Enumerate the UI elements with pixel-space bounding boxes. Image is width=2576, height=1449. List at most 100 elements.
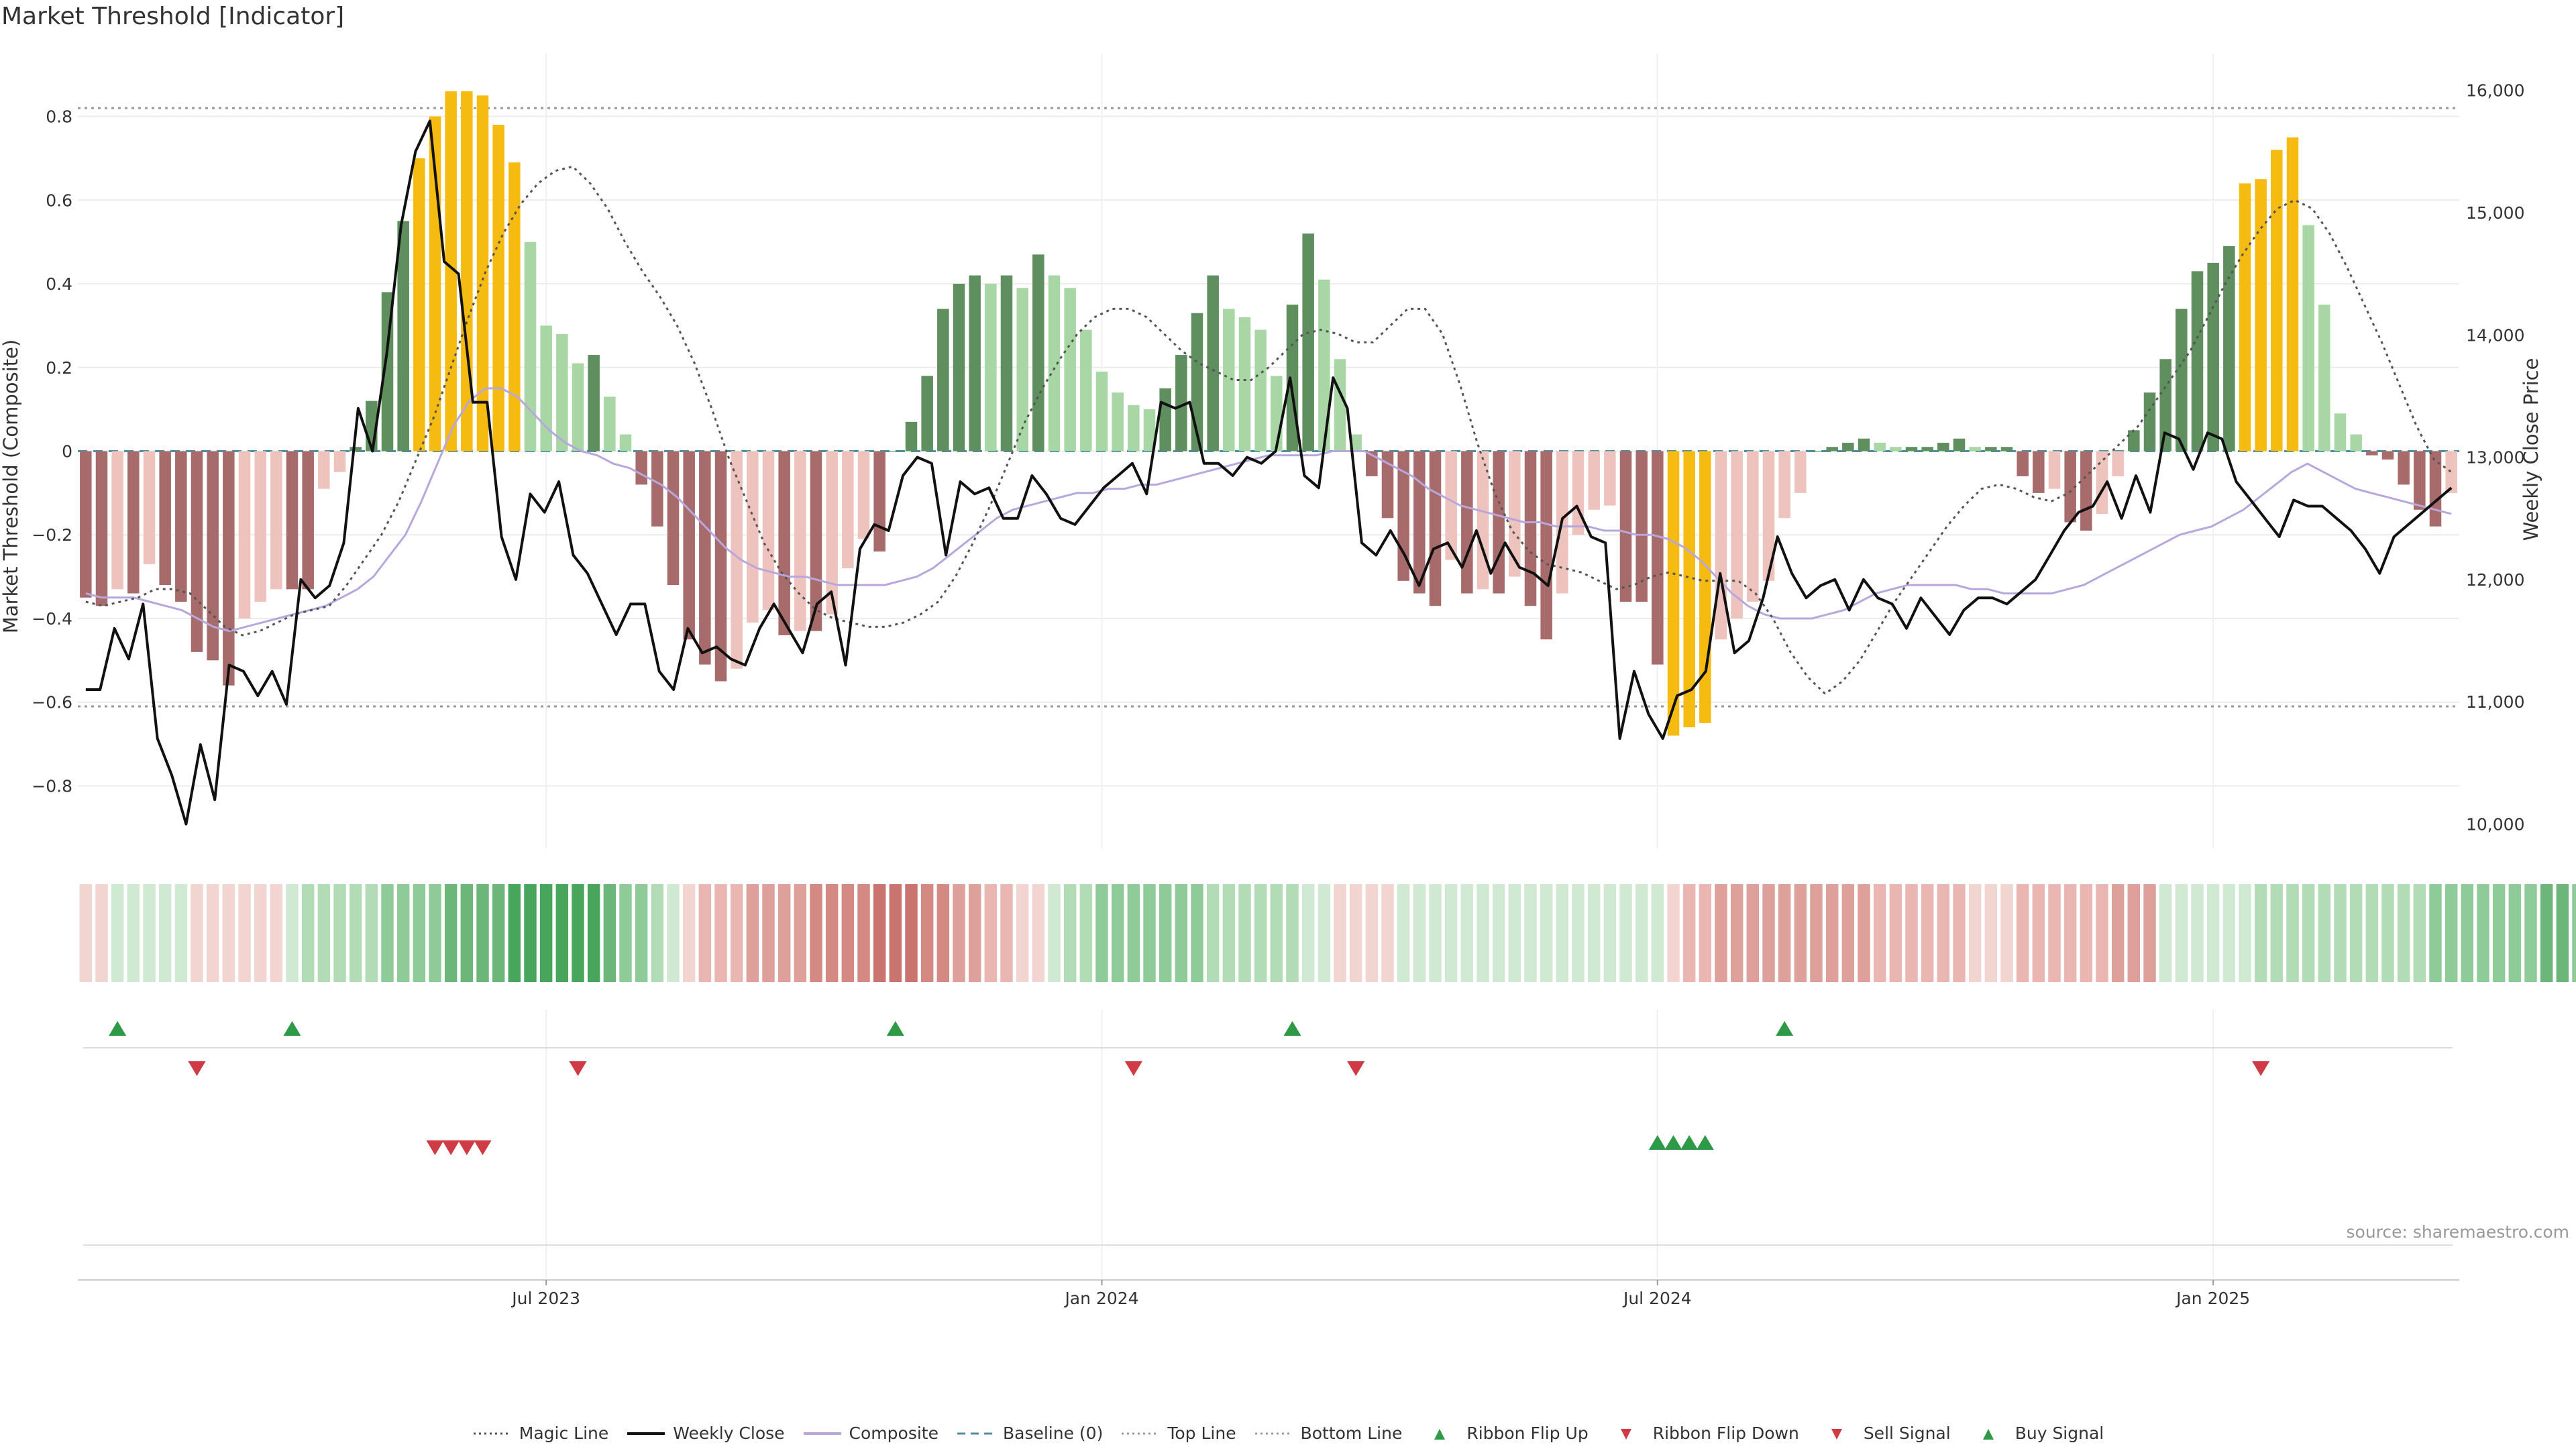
threshold-bar (1874, 443, 1886, 451)
threshold-bar (2223, 246, 2235, 451)
ribbon-cell (2096, 884, 2108, 982)
legend-label: Top Line (1167, 1424, 1236, 1443)
threshold-bar (1826, 447, 1838, 451)
ribbon-cell (1048, 884, 1061, 982)
ribbon-cell (2254, 884, 2267, 982)
y-tick-label: 0.6 (46, 191, 72, 210)
ribbon-cell (587, 884, 600, 982)
ribbon-cell (1524, 884, 1537, 982)
y-tick-label: −0.8 (32, 776, 72, 796)
ribbon-cell (1318, 884, 1331, 982)
threshold-bar (2381, 451, 2394, 460)
threshold-bar (2112, 451, 2124, 476)
legend-symbol-icon (473, 1432, 511, 1434)
threshold-bar (1858, 438, 1870, 451)
threshold-bar (2350, 434, 2362, 451)
y-axis-label-left: Market Threshold (Composite) (0, 339, 22, 633)
threshold-bar (1064, 288, 1076, 451)
threshold-bar (2207, 262, 2219, 451)
y-tick-label: 0.4 (46, 274, 72, 294)
ribbon-cell (301, 884, 315, 982)
threshold-bar (937, 309, 949, 451)
legend-label: Weekly Close (673, 1424, 785, 1443)
threshold-bar (492, 125, 504, 451)
ribbon-cell (1477, 884, 1489, 982)
ribbon-cell (95, 884, 108, 982)
threshold-bar (1619, 451, 1632, 602)
ribbon-cell (2540, 884, 2553, 982)
legend-item: Magic Line (472, 1424, 609, 1443)
ribbon-cell (1587, 884, 1601, 982)
ribbon-cell (2556, 884, 2569, 982)
threshold-bar (762, 451, 775, 610)
ribbon-cell (1191, 884, 1203, 982)
ribbon-cell (1953, 884, 1966, 982)
ribbon-cell (1460, 884, 1474, 982)
reference-lines (78, 107, 2459, 708)
ribbon-cell (1301, 884, 1315, 982)
ribbon-cell (381, 884, 394, 982)
ribbon-cell (1111, 884, 1124, 982)
y-tick-label-right: 13,000 (2466, 448, 2524, 468)
threshold-bar (159, 451, 171, 586)
ribbon-cell (413, 884, 426, 982)
ribbon-cell (2365, 884, 2379, 982)
legend-item: Baseline (0) (956, 1424, 1103, 1443)
threshold-bar (1810, 451, 1823, 452)
ribbon-cell (2445, 884, 2458, 982)
ribbon-cell (2143, 884, 2156, 982)
threshold-bar (2143, 392, 2156, 451)
legend: Magic Line Weekly Close Composite Baseline … (0, 1424, 2576, 1443)
legend-item: Top Line (1120, 1424, 1236, 1443)
threshold-bar (95, 451, 108, 606)
threshold-bar (1112, 392, 1124, 451)
ribbon-flip-down-marker (1124, 1061, 1142, 1076)
ribbon-cell (905, 884, 918, 982)
ribbon-cell (2524, 884, 2537, 982)
y-tick-label: 0 (62, 442, 72, 462)
x-tick-label: Jul 2023 (511, 1289, 580, 1308)
ribbon-cell (508, 884, 521, 982)
ribbon-cell (762, 884, 775, 982)
ribbon-cell (2111, 884, 2125, 982)
sell-signal-marker (474, 1140, 492, 1155)
threshold-bar (905, 421, 918, 451)
threshold-bar (413, 158, 425, 451)
ribbon-cell (1540, 884, 1553, 982)
threshold-bar (1000, 275, 1013, 451)
ribbon-cell (492, 884, 505, 982)
ribbon-cell (1810, 884, 1823, 982)
threshold-bar (1445, 451, 1457, 560)
threshold-bar (2302, 225, 2314, 451)
ribbon-cell (143, 884, 156, 982)
threshold-bar (318, 451, 330, 489)
threshold-bar (1271, 376, 1283, 451)
legend-label: Magic Line (519, 1424, 609, 1443)
ribbon-cell (619, 884, 632, 982)
ribbon-cell (1444, 884, 1458, 982)
legend-symbol-icon (1122, 1432, 1160, 1434)
threshold-bar (1128, 405, 1140, 451)
legend-symbol-icon (1982, 1428, 1994, 1440)
threshold-bar (619, 434, 632, 451)
threshold-bar (1604, 451, 1616, 506)
threshold-bar (1588, 451, 1600, 510)
y-tick-label-right: 11,000 (2466, 692, 2524, 712)
threshold-bar (1667, 451, 1680, 736)
y-tick-label: −0.6 (32, 693, 72, 712)
threshold-bar (1493, 451, 1505, 594)
threshold-bar (1509, 451, 1521, 577)
threshold-bar (127, 451, 140, 594)
ribbon-flip-down-marker (569, 1061, 587, 1076)
threshold-bar (2176, 309, 2188, 451)
threshold-bar (1159, 388, 1171, 451)
ribbon-cell (2206, 884, 2220, 982)
threshold-bar (1842, 443, 1854, 451)
threshold-bar (2033, 451, 2045, 493)
threshold-bar (175, 451, 187, 602)
ribbon-cell (730, 884, 743, 982)
threshold-bar (1334, 359, 1346, 451)
threshold-bar (969, 275, 981, 451)
ribbon-cell (857, 884, 870, 982)
y-tick-label-right: 15,000 (2466, 203, 2524, 223)
